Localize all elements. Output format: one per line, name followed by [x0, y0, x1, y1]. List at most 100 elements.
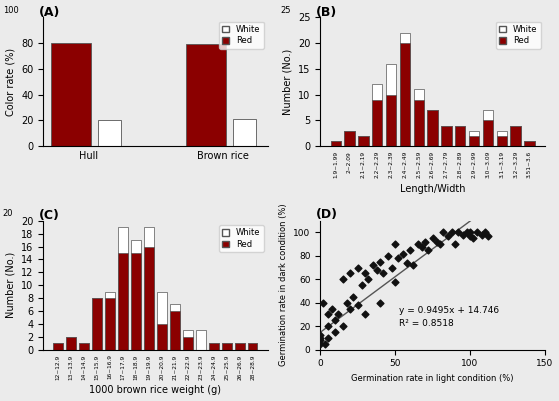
- Bar: [98, 120, 121, 146]
- Text: 100: 100: [3, 6, 18, 15]
- Point: [376, 259, 385, 265]
- Bar: [248, 343, 258, 350]
- Point: [328, 305, 337, 312]
- Point: [388, 264, 397, 271]
- Bar: [496, 136, 507, 146]
- Text: R² = 0.8518: R² = 0.8518: [399, 319, 454, 328]
- Bar: [372, 100, 382, 146]
- Point: [331, 329, 340, 335]
- Y-axis label: Germination rate in dark condition (%): Germination rate in dark condition (%): [279, 204, 288, 367]
- Point: [453, 229, 462, 236]
- Bar: [157, 292, 167, 350]
- Point: [378, 270, 387, 277]
- Bar: [248, 343, 258, 350]
- Bar: [441, 126, 452, 146]
- Point: [424, 247, 433, 253]
- Text: y = 0.9495x + 14.746: y = 0.9495x + 14.746: [399, 306, 499, 316]
- Bar: [386, 95, 396, 146]
- Bar: [496, 131, 507, 146]
- Bar: [131, 240, 141, 350]
- Bar: [372, 84, 382, 146]
- Bar: [483, 120, 493, 146]
- Bar: [524, 141, 534, 146]
- X-axis label: 1000 brown rice weight (g): 1000 brown rice weight (g): [89, 385, 221, 395]
- Point: [420, 239, 429, 245]
- Point: [448, 229, 457, 236]
- Point: [413, 241, 422, 247]
- Point: [435, 241, 444, 247]
- Point: [398, 250, 407, 257]
- Point: [316, 334, 325, 341]
- Point: [353, 264, 362, 271]
- Bar: [118, 227, 128, 350]
- Text: (C): (C): [39, 209, 60, 223]
- Bar: [510, 126, 521, 146]
- Bar: [209, 343, 219, 350]
- Point: [373, 267, 382, 273]
- Bar: [235, 343, 244, 350]
- Point: [394, 255, 402, 261]
- Point: [402, 260, 411, 266]
- Text: (B): (B): [316, 6, 337, 19]
- Bar: [183, 337, 193, 350]
- Point: [331, 317, 340, 324]
- Point: [466, 233, 475, 239]
- Bar: [414, 100, 424, 146]
- Point: [433, 239, 442, 245]
- Bar: [233, 119, 255, 146]
- Point: [409, 262, 418, 268]
- Bar: [67, 337, 76, 350]
- Bar: [186, 45, 226, 146]
- Bar: [400, 33, 410, 146]
- Bar: [54, 343, 63, 350]
- Text: (A): (A): [39, 6, 60, 19]
- Y-axis label: Number (No.): Number (No.): [6, 252, 16, 318]
- Point: [468, 235, 477, 241]
- Point: [364, 276, 373, 283]
- Point: [338, 276, 347, 283]
- Point: [451, 241, 459, 247]
- Bar: [183, 330, 193, 350]
- Legend: White, Red: White, Red: [219, 225, 263, 252]
- Bar: [330, 141, 341, 146]
- Bar: [51, 43, 91, 146]
- Bar: [441, 126, 452, 146]
- Bar: [330, 141, 341, 146]
- Bar: [414, 89, 424, 146]
- Point: [320, 340, 329, 347]
- Bar: [170, 304, 180, 350]
- Point: [439, 229, 448, 236]
- Bar: [428, 110, 438, 146]
- Point: [477, 232, 486, 238]
- Point: [484, 233, 492, 239]
- Point: [428, 235, 437, 241]
- Legend: White, Red: White, Red: [219, 22, 263, 49]
- Text: 20: 20: [3, 209, 13, 218]
- Point: [349, 294, 358, 300]
- Point: [353, 302, 362, 308]
- Point: [406, 247, 415, 253]
- Bar: [358, 136, 368, 146]
- Point: [443, 233, 452, 239]
- Bar: [92, 298, 102, 350]
- Point: [323, 334, 332, 341]
- Bar: [428, 110, 438, 146]
- Point: [391, 278, 400, 285]
- Bar: [400, 43, 410, 146]
- Bar: [469, 131, 479, 146]
- Point: [323, 311, 332, 318]
- X-axis label: Length/Width: Length/Width: [400, 184, 465, 194]
- Bar: [510, 126, 521, 146]
- Point: [418, 243, 427, 250]
- Point: [481, 229, 490, 236]
- Point: [338, 323, 347, 329]
- Point: [323, 323, 332, 329]
- Legend: White, Red: White, Red: [496, 22, 541, 49]
- Bar: [105, 298, 115, 350]
- Bar: [222, 343, 231, 350]
- Point: [473, 229, 482, 236]
- Bar: [524, 141, 534, 146]
- Bar: [105, 292, 115, 350]
- Bar: [170, 311, 180, 350]
- Point: [361, 311, 369, 318]
